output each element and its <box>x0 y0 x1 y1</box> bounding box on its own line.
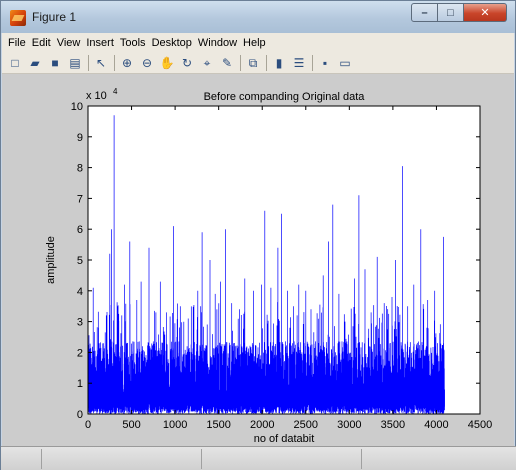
zoom-in-icon[interactable]: ⊕ <box>121 55 133 70</box>
colorbar-icon[interactable]: ▮ <box>275 55 283 70</box>
menu-file[interactable]: File <box>8 36 26 49</box>
x-tick-label: 1000 <box>163 419 187 431</box>
y-multiplier-exponent: 4 <box>113 87 118 96</box>
menu-desktop[interactable]: Desktop <box>151 36 192 49</box>
matlab-logo-icon <box>10 10 26 26</box>
pan-icon[interactable]: ✋ <box>159 55 175 70</box>
figure-toolbar: □ ▰ ■ ▤ ↖ ⊕ ⊖ ✋ ↻ ⌖ ✎ ⧉ ▮ ☰ ▪ ▭ <box>2 52 514 74</box>
y-tick-label: 7 <box>77 193 83 205</box>
open-file-icon[interactable]: ▰ <box>30 55 40 70</box>
hide-plot-tools-icon[interactable]: ▪ <box>322 55 328 70</box>
y-tick-label: 0 <box>77 409 83 421</box>
toolbar-separator <box>240 54 241 71</box>
x-tick-label: 2500 <box>294 419 318 431</box>
menu-tools[interactable]: Tools <box>119 36 146 49</box>
toolbar-separator <box>114 54 115 71</box>
y-tick-label: 8 <box>77 163 83 175</box>
x-tick-label: 0 <box>85 419 91 431</box>
y-tick-label: 3 <box>77 317 83 329</box>
new-figure-icon[interactable]: □ <box>11 55 19 70</box>
figure-canvas[interactable]: 0 500 1000 1500 2000 2500 3000 3500 4000 4500 0 1 2 3… <box>2 74 514 446</box>
y-tick-label: 5 <box>77 255 83 267</box>
x-tick-label: 1500 <box>206 419 230 431</box>
save-icon[interactable]: ■ <box>51 55 59 70</box>
y-axis-label: amplitude <box>45 236 57 284</box>
x-tick-label: 3000 <box>337 419 361 431</box>
menu-bar: File Edit View Insert Tools Desktop Wind… <box>2 33 514 52</box>
pointer-icon[interactable]: ↖ <box>95 55 107 70</box>
window-title: Figure 1 <box>32 10 77 24</box>
plot-svg: 0 500 1000 1500 2000 2500 3000 3500 4000 4500 0 1 2 3… <box>45 87 492 445</box>
x-tick-label: 4500 <box>468 419 492 431</box>
toolbar-separator <box>88 54 89 71</box>
data-cursor-icon[interactable]: ⌖ <box>203 55 211 70</box>
close-button[interactable]: ✕ <box>464 3 507 22</box>
y-tick-label: 1 <box>77 378 83 390</box>
menu-window[interactable]: Window <box>197 36 238 49</box>
menu-help[interactable]: Help <box>243 36 266 49</box>
toolbar-separator <box>312 54 313 71</box>
window-controls: – □ ✕ <box>411 3 507 23</box>
strip-divider <box>41 449 42 469</box>
menu-insert[interactable]: Insert <box>86 36 114 49</box>
title-bar[interactable]: Figure 1 – □ ✕ <box>1 1 515 33</box>
y-tick-label: 2 <box>77 347 83 359</box>
menu-edit[interactable]: Edit <box>31 36 51 49</box>
y-tick-label: 6 <box>77 224 83 236</box>
show-plot-tools-icon[interactable]: ▭ <box>339 55 351 70</box>
zoom-out-icon[interactable]: ⊖ <box>141 55 153 70</box>
x-tick-label: 3500 <box>381 419 405 431</box>
link-plot-icon[interactable]: ⧉ <box>248 55 258 70</box>
x-tick-label: 500 <box>122 419 140 431</box>
y-tick-label: 9 <box>77 132 83 144</box>
strip-divider <box>201 449 202 469</box>
status-strip <box>1 446 516 470</box>
y-multiplier-label: x 10 <box>86 90 107 102</box>
menu-view[interactable]: View <box>56 36 81 49</box>
strip-divider <box>361 449 362 469</box>
brush-icon[interactable]: ✎ <box>221 55 233 70</box>
legend-icon[interactable]: ☰ <box>293 55 305 70</box>
chart-title: Before companding Original data <box>204 91 366 103</box>
minimize-button[interactable]: – <box>411 3 438 22</box>
y-tick-label: 4 <box>77 286 83 298</box>
x-tick-label: 4000 <box>424 419 448 431</box>
y-tick-label: 10 <box>71 101 83 113</box>
maximize-button[interactable]: □ <box>438 3 464 22</box>
x-axis-label: no of databit <box>254 433 315 445</box>
rotate-3d-icon[interactable]: ↻ <box>181 55 193 70</box>
print-icon[interactable]: ▤ <box>69 55 81 70</box>
toolbar-separator <box>266 54 267 71</box>
x-tick-label: 2000 <box>250 419 274 431</box>
